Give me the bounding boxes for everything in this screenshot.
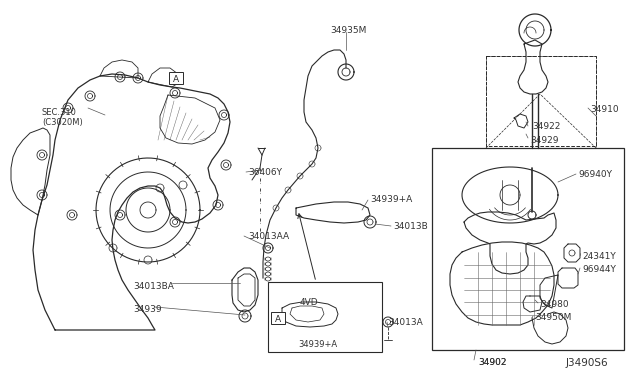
Text: J3490S6: J3490S6 <box>566 358 609 368</box>
Text: 34013B: 34013B <box>393 222 428 231</box>
Text: 24341Y: 24341Y <box>582 252 616 261</box>
Text: 34939: 34939 <box>133 305 162 314</box>
Text: 34910: 34910 <box>590 105 619 114</box>
Text: 34013A: 34013A <box>388 318 423 327</box>
Bar <box>432 148 624 350</box>
Text: 34980: 34980 <box>540 300 568 309</box>
Text: 34922: 34922 <box>532 122 561 131</box>
Text: 96944Y: 96944Y <box>582 265 616 274</box>
Bar <box>271 312 285 324</box>
Text: 4VD: 4VD <box>300 298 319 307</box>
Bar <box>169 72 183 84</box>
Text: 34013AA: 34013AA <box>248 232 289 241</box>
Polygon shape <box>462 167 558 223</box>
Text: 34929: 34929 <box>530 136 559 145</box>
Text: A: A <box>275 314 281 324</box>
Bar <box>268 282 382 352</box>
Text: A: A <box>173 74 179 83</box>
Text: 34950M: 34950M <box>535 313 572 322</box>
Text: 34939+A: 34939+A <box>370 195 412 204</box>
Text: 34902: 34902 <box>478 358 506 367</box>
Text: SEC.310
(C3020M): SEC.310 (C3020M) <box>42 108 83 127</box>
Text: 96940Y: 96940Y <box>578 170 612 179</box>
Text: 34013BA: 34013BA <box>133 282 174 291</box>
Text: 34935M: 34935M <box>330 26 366 35</box>
Text: 36406Y: 36406Y <box>248 168 282 177</box>
Text: 34939+A: 34939+A <box>298 340 337 349</box>
Text: 34902: 34902 <box>478 358 506 367</box>
Bar <box>486 56 596 146</box>
